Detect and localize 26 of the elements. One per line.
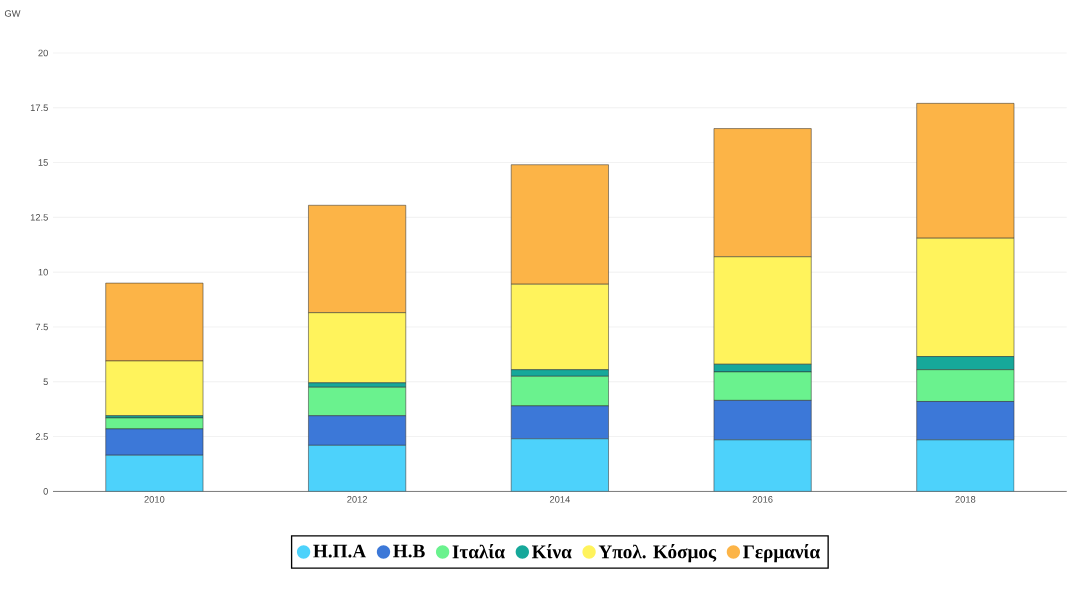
legend-label: Κίνα (531, 543, 572, 559)
bar (713, 439, 812, 492)
bar (308, 444, 407, 492)
y-tick-label: 20 (38, 49, 48, 57)
bar (510, 438, 609, 492)
legend-label: Η.Β (393, 544, 425, 558)
y-tick-label: 2.5 (35, 433, 48, 440)
y-tick-label: 10 (38, 268, 48, 276)
y-tick-label: 7.5 (35, 323, 48, 331)
y-tick-label: 12.5 (30, 213, 48, 221)
legend-label: Ιταλία (452, 543, 505, 559)
y-tick-label: 15 (38, 159, 48, 166)
legend-label: Η.Π.Α (313, 544, 367, 558)
y-tick-label: 0 (43, 487, 48, 495)
y-axis-title: GW (4, 10, 21, 17)
x-tick-label: 2012 (347, 495, 368, 503)
y-tick-label: 17.5 (30, 104, 48, 111)
y-tick-label: 5 (43, 378, 48, 385)
x-tick-label: 2016 (752, 495, 773, 503)
legend-label: Υπολ. Κόσμος (598, 543, 717, 563)
x-tick-label: 2014 (549, 495, 570, 503)
bar (916, 439, 1015, 492)
legend-label: Γερμανία (743, 543, 820, 563)
bar (105, 454, 204, 492)
x-tick-label: 2010 (144, 495, 165, 503)
x-tick-label: 2018 (955, 495, 976, 503)
